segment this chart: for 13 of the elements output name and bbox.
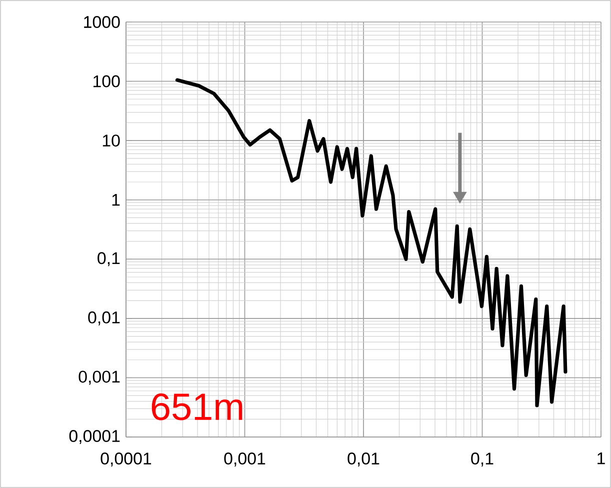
y-tick-label: 1	[112, 194, 120, 206]
y-tick-label: 1000	[84, 16, 120, 28]
y-tick-label: 0,01	[88, 311, 120, 326]
y-tick-label: 0,001	[78, 370, 120, 385]
x-tick-label: 0,1	[471, 452, 494, 467]
x-tick-label: 0,001	[224, 452, 266, 467]
x-tick-label: 0,01	[348, 452, 380, 467]
annotation: 651m	[152, 393, 242, 420]
x-tick-label: 1	[598, 452, 605, 464]
y-tick-label: 10	[102, 134, 120, 147]
y-tick-label: 100	[94, 75, 120, 88]
y-tick-label: 0,1	[98, 252, 120, 266]
y-tick-label: 0,0001	[69, 430, 120, 444]
